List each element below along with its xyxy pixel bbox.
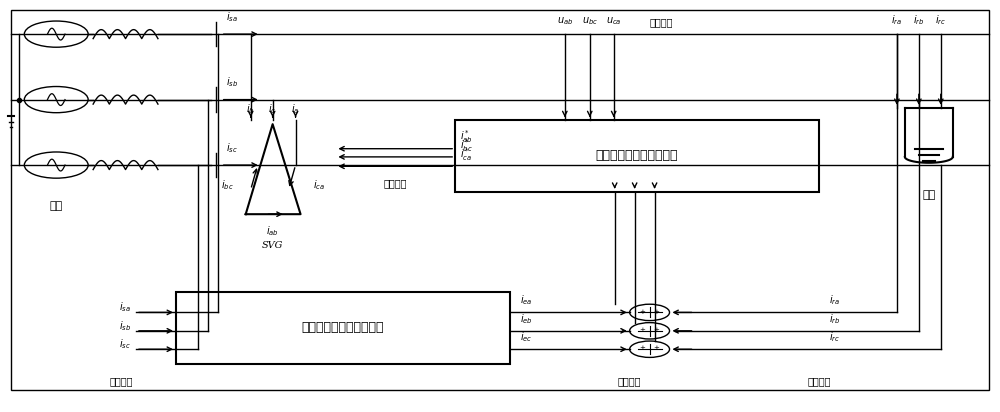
Text: $i_a$: $i_a$ [291,102,300,116]
Text: 负载电流: 负载电流 [807,376,831,386]
Text: $i_{sb}$: $i_{sb}$ [119,319,131,333]
Text: $i^*_{ca}$: $i^*_{ca}$ [460,146,472,163]
Text: $i_{sa}$: $i_{sa}$ [119,301,131,314]
Text: +: + [654,327,660,333]
Text: 负载: 负载 [922,190,935,200]
Text: $i_{eb}$: $i_{eb}$ [520,312,533,326]
Text: $i_{ab}$: $i_{ab}$ [266,225,279,238]
Text: $i_{sc}$: $i_{sc}$ [119,337,131,351]
Text: SVG: SVG [262,241,283,250]
Text: $i_b$: $i_b$ [246,102,255,116]
Text: $i_{ec}$: $i_{ec}$ [520,330,532,344]
Text: 反馈控制：网侧电流闭环: 反馈控制：网侧电流闭环 [302,321,384,334]
Text: 电网: 电网 [50,201,63,211]
Text: +: + [640,327,646,333]
Bar [176,292,510,363]
Text: $u_{ca}$: $u_{ca}$ [606,15,621,27]
Text: $i_{sa}$: $i_{sa}$ [226,10,238,24]
Text: 前馈控制：电纳平衡补偿: 前馈控制：电纳平衡补偿 [596,150,678,162]
Text: +: + [654,309,660,315]
Text: $i_{ra}$: $i_{ra}$ [891,13,902,27]
Text: $i^*_{ab}$: $i^*_{ab}$ [460,129,473,145]
Text: $i^*_{bc}$: $i^*_{bc}$ [460,137,473,154]
Text: 目标电流: 目标电流 [384,178,407,189]
Text: 电网电压: 电网电压 [650,17,673,27]
Text: $u_{ab}$: $u_{ab}$ [557,15,573,27]
Text: $i_{rb}$: $i_{rb}$ [829,312,841,326]
Text: $i_{sc}$: $i_{sc}$ [226,141,238,155]
Text: $i_c$: $i_c$ [268,102,277,116]
Text: +: + [640,309,646,315]
Text: $i_{ca}$: $i_{ca}$ [313,179,325,192]
Text: $i_{bc}$: $i_{bc}$ [221,179,234,192]
Text: 校正分量: 校正分量 [618,376,641,386]
Text: $i_{ea}$: $i_{ea}$ [520,294,533,307]
Text: $i_{sb}$: $i_{sb}$ [226,75,238,89]
Text: $i_{rc}$: $i_{rc}$ [829,330,840,344]
Text: $u_{bc}$: $u_{bc}$ [582,15,598,27]
Bar [455,120,819,192]
Text: $i_{rc}$: $i_{rc}$ [935,13,946,27]
Text: $i_{rb}$: $i_{rb}$ [913,13,925,27]
Text: +: + [654,345,660,351]
Text: $i_{ra}$: $i_{ra}$ [829,294,840,307]
Text: 电网电流: 电网电流 [109,376,133,386]
Text: +: + [640,345,646,351]
